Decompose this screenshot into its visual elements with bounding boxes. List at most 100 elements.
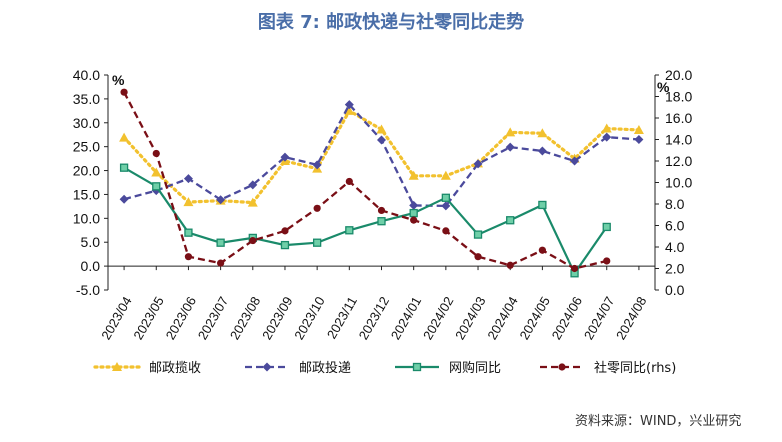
source-note: 资料来源：WIND，兴业研究: [575, 414, 742, 429]
legend-label: 邮政揽收: [149, 360, 201, 376]
x-tick-label: 2023/11: [324, 294, 360, 341]
legend: 邮政揽收 邮政投递 网购同比 社零同比(rhs): [93, 360, 676, 376]
data-point-2: [506, 216, 515, 225]
series-line-2: [123, 166, 608, 276]
axes: 40.0 35.0 30.0 25.0 20.0 15.0 10.0 5.0 0.0 -5.0 20…: [73, 67, 693, 342]
legend-swatch-marker: [558, 363, 566, 371]
data-point-0: [344, 105, 355, 115]
data-point-1: [473, 159, 483, 169]
y-left-tick-label: 25.0: [73, 139, 100, 155]
y-left-tick-label: 0.0: [81, 258, 101, 274]
data-point-2: [184, 228, 193, 237]
data-point-3: [345, 177, 353, 186]
data-point-2: [152, 182, 161, 191]
data-point-1: [183, 174, 193, 184]
data-point-2: [538, 200, 547, 210]
y-right-tick-label: 8.0: [665, 196, 685, 212]
data-point-0: [183, 197, 194, 207]
data-point-3: [570, 264, 579, 273]
data-point-2: [119, 163, 129, 172]
y-left-tick-label: 20.0: [73, 163, 100, 179]
data-point-0: [376, 124, 387, 134]
data-point-0: [601, 123, 612, 133]
data-point-3: [120, 88, 128, 96]
data-point-0: [151, 167, 162, 177]
chart-title: 图表 7: 邮政快递与社零同比走势: [257, 12, 525, 33]
data-point-1: [280, 152, 290, 162]
legend-label: 邮政投递: [299, 360, 351, 376]
data-point-3: [152, 149, 160, 158]
data-point-0: [408, 170, 419, 180]
data-point-2: [312, 238, 322, 247]
data-point-3: [249, 236, 257, 245]
data-point-2: [216, 238, 225, 247]
series-layer: [119, 88, 644, 278]
data-point-0: [537, 128, 548, 138]
data-point-1: [409, 200, 419, 210]
data-point-3: [603, 257, 611, 265]
y-right-tick-label: 2.0: [665, 261, 685, 277]
data-point-3: [538, 246, 546, 254]
data-point-2: [441, 193, 451, 202]
y-right-unit: %: [657, 79, 670, 95]
data-point-1: [602, 132, 612, 142]
data-point-1: [634, 135, 644, 144]
data-point-2: [280, 240, 290, 250]
legend-label: 网购同比: [449, 360, 501, 376]
data-point-1: [248, 180, 258, 190]
legend-swatch-marker: [112, 362, 122, 371]
series-line-1: [123, 102, 639, 208]
y-left-tick-label: 5.0: [81, 234, 101, 250]
data-point-3: [442, 227, 450, 235]
data-point-2: [473, 230, 483, 239]
y-right-tick-label: 18.0: [665, 89, 692, 105]
y-right-tick-label: 4.0: [665, 239, 685, 255]
y-right-tick-label: 14.0: [665, 132, 692, 148]
legend-swatch-marker: [262, 362, 272, 372]
y-left-unit: %: [112, 72, 125, 88]
y-left-tick-label: -5.0: [76, 282, 100, 298]
legend-label: 社零同比(rhs): [594, 360, 676, 376]
data-point-0: [119, 132, 130, 142]
data-point-2: [602, 222, 611, 232]
series-line-3: [123, 91, 607, 270]
x-tick-label: 2023/10: [291, 294, 327, 342]
y-right-tick-label: 16.0: [665, 110, 692, 126]
data-point-1: [377, 135, 386, 145]
data-point-1: [570, 156, 580, 166]
y-left-tick-label: 10.0: [73, 210, 100, 226]
data-point-1: [441, 201, 451, 211]
y-left-tick-label: 35.0: [73, 91, 100, 107]
data-point-3: [281, 227, 289, 235]
data-point-1: [216, 195, 226, 205]
y-right-tick-label: 12.0: [665, 153, 692, 169]
y-right-tick-label: 6.0: [665, 218, 685, 234]
data-point-1: [119, 194, 129, 204]
data-point-3: [506, 261, 514, 269]
data-point-3: [217, 259, 225, 267]
data-point-0: [633, 124, 644, 134]
data-point-0: [440, 170, 451, 180]
data-point-1: [537, 146, 547, 156]
data-point-3: [474, 253, 482, 261]
data-point-3: [410, 216, 418, 224]
data-point-3: [313, 204, 321, 212]
data-point-0: [505, 127, 516, 137]
y-right-tick-label: 20.0: [665, 67, 692, 83]
y-right-tick-label: 0.0: [665, 282, 685, 298]
data-point-3: [377, 206, 386, 215]
data-point-1: [312, 160, 322, 170]
data-point-2: [345, 226, 354, 235]
data-point-2: [409, 208, 418, 218]
y-right-tick-label: 10.0: [665, 175, 692, 191]
data-point-2: [377, 217, 386, 226]
data-point-1: [344, 100, 354, 110]
data-point-3: [184, 253, 193, 261]
legend-swatch-marker: [412, 362, 422, 372]
y-left-tick-label: 30.0: [73, 115, 100, 131]
data-point-1: [505, 142, 515, 152]
y-left-tick-label: 40.0: [73, 67, 100, 83]
data-point-0: [247, 197, 258, 207]
y-left-tick-label: 15.0: [73, 186, 100, 202]
